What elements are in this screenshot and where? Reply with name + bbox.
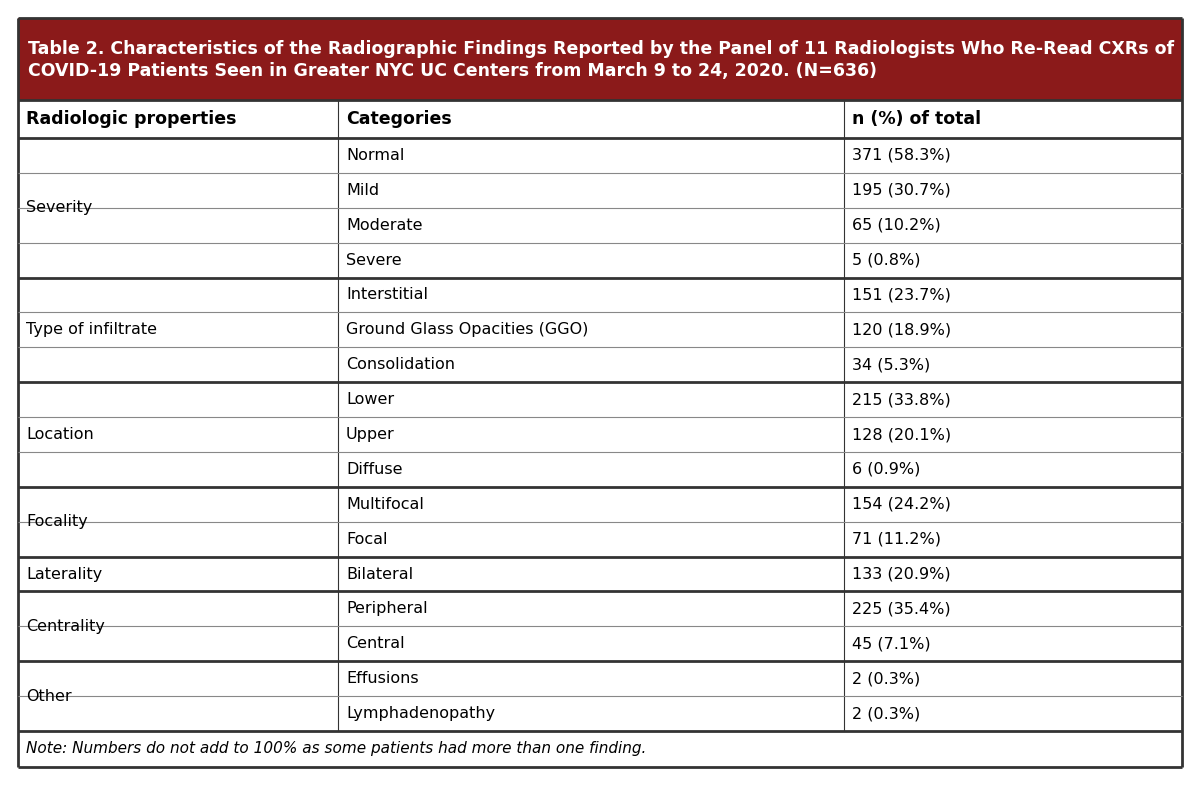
Text: 120 (18.9%): 120 (18.9%) bbox=[852, 323, 952, 338]
Text: 225 (35.4%): 225 (35.4%) bbox=[852, 601, 952, 616]
Bar bbox=[18, 557, 1182, 591]
Text: Type of infiltrate: Type of infiltrate bbox=[26, 323, 157, 338]
Text: 371 (58.3%): 371 (58.3%) bbox=[852, 148, 952, 163]
Text: 133 (20.9%): 133 (20.9%) bbox=[852, 567, 952, 582]
Bar bbox=[18, 626, 1182, 661]
Text: Severity: Severity bbox=[26, 200, 92, 215]
Text: 34 (5.3%): 34 (5.3%) bbox=[852, 357, 931, 372]
Text: Lymphadenopathy: Lymphadenopathy bbox=[346, 706, 496, 721]
Text: n (%) of total: n (%) of total bbox=[852, 110, 982, 128]
Text: Severe: Severe bbox=[346, 253, 402, 268]
Bar bbox=[18, 100, 1182, 138]
Text: Normal: Normal bbox=[346, 148, 404, 163]
Text: Diffuse: Diffuse bbox=[346, 462, 403, 476]
Bar bbox=[18, 18, 1182, 100]
Text: Focal: Focal bbox=[346, 531, 388, 546]
Text: Ground Glass Opacities (GGO): Ground Glass Opacities (GGO) bbox=[346, 323, 588, 338]
Text: Lower: Lower bbox=[346, 392, 395, 407]
Text: Laterality: Laterality bbox=[26, 567, 102, 582]
Text: 195 (30.7%): 195 (30.7%) bbox=[852, 183, 952, 198]
Text: Moderate: Moderate bbox=[346, 217, 422, 232]
Text: 6 (0.9%): 6 (0.9%) bbox=[852, 462, 920, 476]
Text: 154 (24.2%): 154 (24.2%) bbox=[852, 497, 952, 512]
Bar bbox=[18, 382, 1182, 417]
Bar bbox=[18, 661, 1182, 696]
Text: 45 (7.1%): 45 (7.1%) bbox=[852, 637, 931, 652]
Bar bbox=[18, 347, 1182, 382]
Text: Bilateral: Bilateral bbox=[346, 567, 413, 582]
Bar bbox=[18, 243, 1182, 278]
Text: 151 (23.7%): 151 (23.7%) bbox=[852, 287, 952, 302]
Bar bbox=[18, 696, 1182, 731]
Bar bbox=[18, 487, 1182, 522]
Text: Table 2. Characteristics of the Radiographic Findings Reported by the Panel of 1: Table 2. Characteristics of the Radiogra… bbox=[28, 40, 1174, 58]
Text: 65 (10.2%): 65 (10.2%) bbox=[852, 217, 941, 232]
Text: Centrality: Centrality bbox=[26, 619, 104, 633]
Text: 128 (20.1%): 128 (20.1%) bbox=[852, 427, 952, 442]
Text: Mild: Mild bbox=[346, 183, 379, 198]
Text: Multifocal: Multifocal bbox=[346, 497, 424, 512]
Text: Location: Location bbox=[26, 427, 94, 442]
Text: 215 (33.8%): 215 (33.8%) bbox=[852, 392, 952, 407]
Text: Radiologic properties: Radiologic properties bbox=[26, 110, 236, 128]
Bar bbox=[18, 312, 1182, 347]
Text: Focality: Focality bbox=[26, 514, 88, 529]
Bar bbox=[18, 278, 1182, 312]
Bar bbox=[18, 173, 1182, 208]
Bar bbox=[18, 731, 1182, 767]
Text: Note: Numbers do not add to 100% as some patients had more than one finding.: Note: Numbers do not add to 100% as some… bbox=[26, 742, 647, 757]
Bar bbox=[18, 591, 1182, 626]
Text: Interstitial: Interstitial bbox=[346, 287, 428, 302]
Text: Effusions: Effusions bbox=[346, 671, 419, 686]
Text: 2 (0.3%): 2 (0.3%) bbox=[852, 671, 920, 686]
Bar bbox=[18, 452, 1182, 487]
Text: 5 (0.8%): 5 (0.8%) bbox=[852, 253, 920, 268]
Text: Central: Central bbox=[346, 637, 404, 652]
Text: Categories: Categories bbox=[346, 110, 452, 128]
Text: 71 (11.2%): 71 (11.2%) bbox=[852, 531, 942, 546]
Text: Upper: Upper bbox=[346, 427, 395, 442]
Text: 2 (0.3%): 2 (0.3%) bbox=[852, 706, 920, 721]
Text: Consolidation: Consolidation bbox=[346, 357, 455, 372]
Bar bbox=[18, 138, 1182, 173]
Bar bbox=[18, 522, 1182, 557]
Bar bbox=[18, 208, 1182, 243]
Text: COVID-19 Patients Seen in Greater NYC UC Centers from March 9 to 24, 2020. (N=63: COVID-19 Patients Seen in Greater NYC UC… bbox=[28, 62, 877, 80]
Text: Other: Other bbox=[26, 688, 72, 703]
Text: Peripheral: Peripheral bbox=[346, 601, 427, 616]
Bar bbox=[18, 417, 1182, 452]
